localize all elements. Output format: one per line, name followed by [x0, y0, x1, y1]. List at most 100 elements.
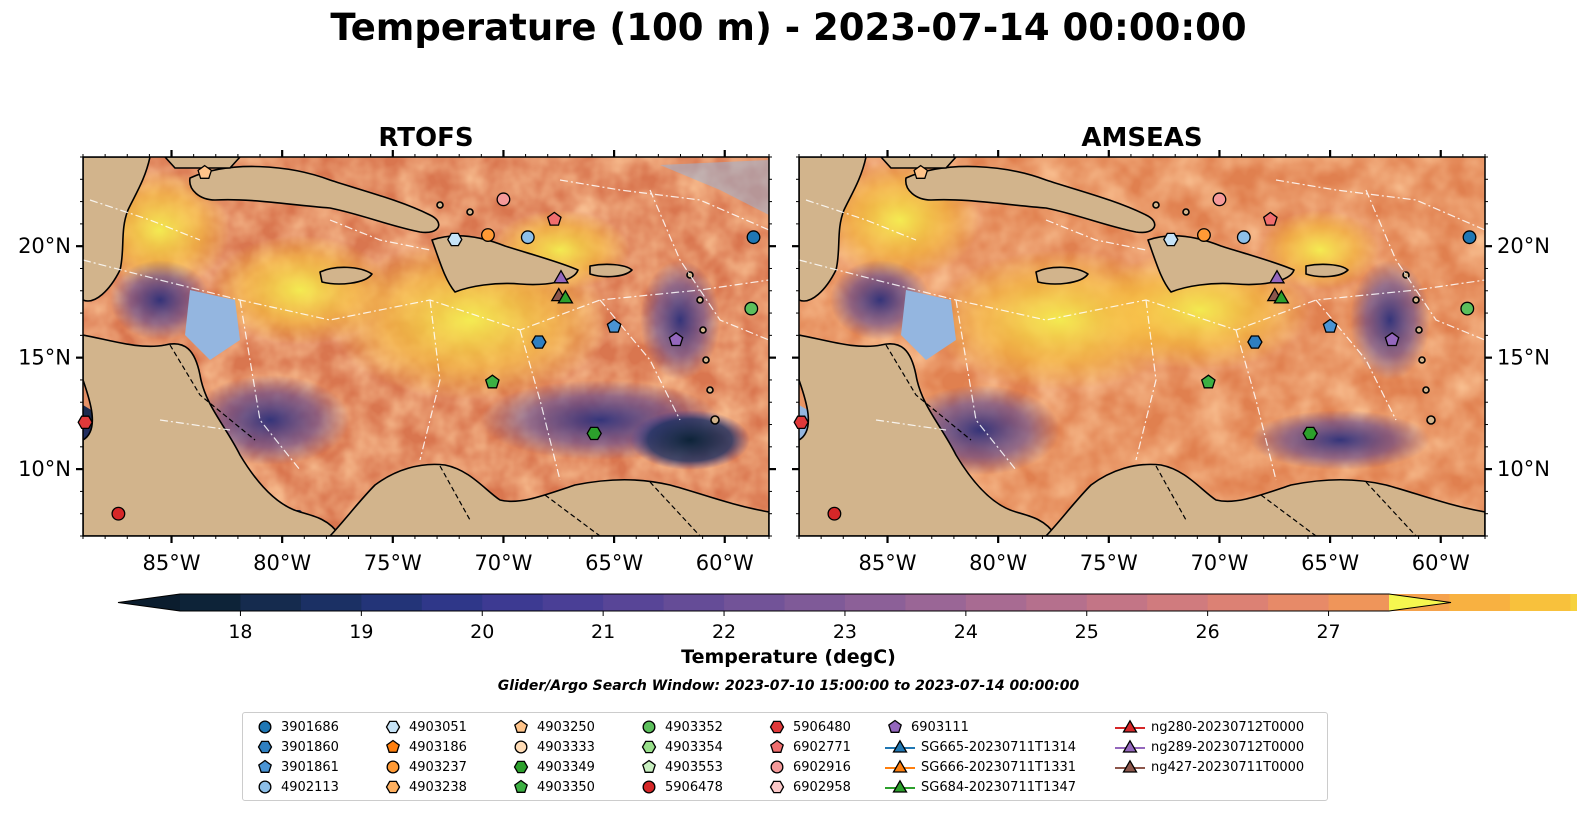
x-tick-label: 70°W: [1190, 551, 1248, 575]
legend-item: 4903237: [383, 757, 467, 777]
colorbar-bin: [542, 594, 604, 611]
colorbar-bin: [1509, 594, 1571, 611]
colorbar-bin: [240, 594, 302, 611]
legend-marker: [641, 740, 657, 754]
legend-marker-icon: [885, 779, 915, 793]
colorbar-bin: [1449, 594, 1511, 611]
panel-title-rtofs: RTOFS: [378, 123, 473, 153]
marker-4903352: [744, 301, 759, 316]
colorbar-bin: [300, 594, 362, 611]
legend-column: 4903051 4903186 4903237 4903238: [383, 717, 467, 797]
colorbar-tick-label: 23: [833, 621, 857, 643]
marker-4903051: [1163, 232, 1179, 247]
legend-marker: [1122, 759, 1138, 773]
legend-item: 4902113: [255, 777, 339, 797]
legend-column: 4903250 4903333 4903349 4903350: [511, 717, 595, 797]
legend-column: 6903111 SG665-20230711T1314 SG666-20230711…: [885, 717, 1076, 797]
legend-label: ng280-20230712T0000: [1151, 719, 1305, 735]
marker-4902113: [520, 230, 535, 245]
map-rtofs: [83, 157, 769, 536]
legend-marker-icon: [386, 760, 400, 774]
y-tick-label: 20°N: [18, 234, 71, 258]
legend-marker-icon: [385, 720, 401, 734]
marker-6902771: [546, 211, 562, 226]
marker-SG684-20230711T1347: [1273, 289, 1290, 304]
marker-4903349: [586, 426, 602, 441]
y-tick-label: 15°N: [1497, 346, 1550, 370]
legend-item: 5906478: [639, 777, 723, 797]
legend-item: 6902771: [767, 737, 851, 757]
legend-label: SG684-20230711T1347: [921, 779, 1077, 795]
legend-label: 3901861: [281, 759, 339, 775]
marker-4903237: [481, 228, 495, 242]
legend-marker-icon: [258, 759, 272, 773]
colorbar-tick-label: 18: [228, 621, 252, 643]
colorbar-tick-label: 25: [1075, 621, 1099, 643]
x-tick-label: 60°W: [696, 551, 754, 575]
colorbar-label: Temperature (degC): [681, 646, 896, 668]
legend-marker: [513, 760, 529, 774]
legend-label: 4903051: [409, 719, 467, 735]
colorbar-tick-label: 21: [591, 621, 615, 643]
markers-rtofs: [77, 164, 761, 521]
marker-3901861: [1322, 318, 1338, 333]
marker-6903111: [668, 331, 684, 347]
colorbar-bin: [1026, 594, 1088, 611]
marker-3901686: [746, 230, 761, 245]
legend-label: 4903553: [665, 759, 723, 775]
legend-item: 4903349: [511, 757, 595, 777]
legend-label: 4903350: [537, 779, 595, 795]
legend-marker-icon: [514, 779, 528, 793]
colorbar-tick-label: 27: [1316, 621, 1340, 643]
x-tick-label: 80°W: [969, 551, 1027, 575]
legend-marker-icon: [769, 780, 785, 794]
legend-marker: [257, 740, 273, 754]
legend-label: 4902113: [281, 779, 339, 795]
legend-marker: [258, 759, 272, 773]
legend-item: 3901686: [255, 717, 339, 737]
legend-label: 4903354: [665, 739, 723, 755]
marker-5906478: [827, 506, 842, 521]
legend-item: ng427-20230711T0000: [1115, 757, 1304, 777]
x-tick-label: 75°W: [364, 551, 422, 575]
legend-marker: [1122, 739, 1138, 753]
legend-marker-icon: [769, 720, 785, 734]
legend-marker: [769, 780, 785, 794]
legend-item: 4903051: [383, 717, 467, 737]
x-tick-label: 75°W: [1080, 551, 1138, 575]
marker-SG684-20230711T1347: [557, 289, 574, 304]
legend-marker: [892, 779, 908, 793]
legend-item: ng280-20230712T0000: [1115, 717, 1304, 737]
colorbar-tick-label: 26: [1196, 621, 1220, 643]
legend-marker-icon: [885, 759, 915, 773]
legend-marker-icon: [385, 780, 401, 794]
legend: 3901686 3901860 3901861 4902113 4903051 49031…: [242, 712, 1328, 801]
legend-marker: [888, 719, 902, 733]
legend-marker: [642, 720, 656, 734]
marker-6902916: [496, 192, 511, 207]
y-tick-label: 20°N: [1497, 234, 1550, 258]
legend-marker: [514, 719, 528, 733]
marker-4903352: [1460, 301, 1475, 316]
marker-ng289-20230712T0000: [552, 269, 570, 284]
marker-3901860: [1247, 335, 1263, 349]
colorbar-bin: [1147, 594, 1209, 611]
legend-label: 4903186: [409, 739, 467, 755]
legend-marker-icon: [641, 740, 657, 754]
legend-item: 6903111: [885, 717, 1076, 737]
legend-item: SG684-20230711T1347: [885, 777, 1076, 797]
legend-label: 6902771: [793, 739, 851, 755]
legend-marker-icon: [513, 760, 529, 774]
x-tick-label: 60°W: [1412, 551, 1470, 575]
x-tick-label: 85°W: [143, 551, 201, 575]
colorbar-bin: [1207, 594, 1269, 611]
legend-marker-icon: [514, 719, 528, 733]
marker-6903111: [1384, 331, 1400, 347]
legend-item: 6902916: [767, 757, 851, 777]
legend-item: 5906480: [767, 717, 851, 737]
colorbar-bin: [603, 594, 665, 611]
colorbar-extend-max: [1389, 594, 1451, 611]
legend-item: ng289-20230712T0000: [1115, 737, 1304, 757]
legend-label: 4903238: [409, 779, 467, 795]
